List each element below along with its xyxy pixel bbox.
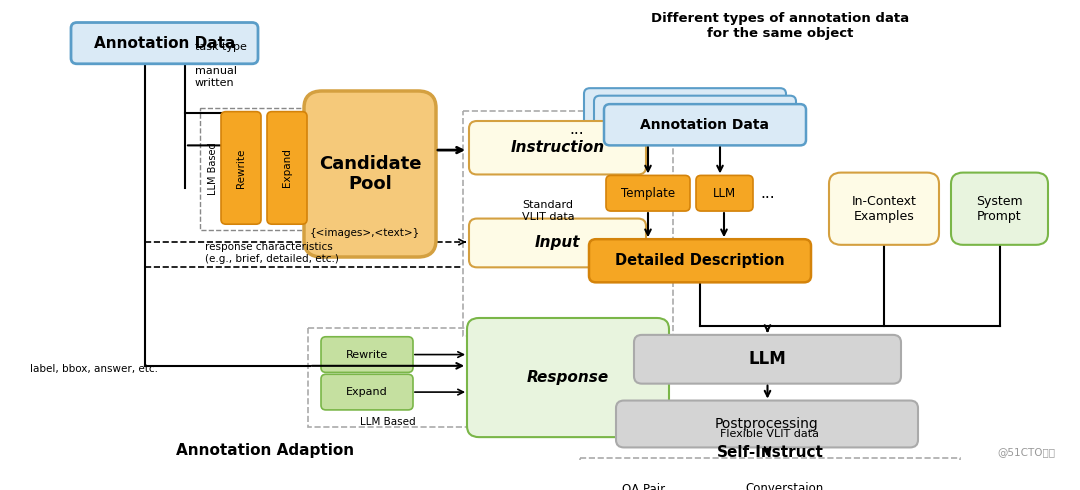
Text: Template: Template: [621, 187, 675, 200]
Text: Response: Response: [527, 370, 609, 385]
Text: Self-Instruct: Self-Instruct: [716, 444, 823, 460]
Text: LLM Based: LLM Based: [361, 417, 416, 427]
Text: Expand: Expand: [282, 148, 292, 187]
Text: In-Context
Examples: In-Context Examples: [851, 195, 917, 223]
Text: {<images>,<text>}: {<images>,<text>}: [310, 228, 420, 238]
Text: Annotation Data: Annotation Data: [634, 110, 756, 123]
FancyBboxPatch shape: [589, 239, 811, 282]
Bar: [463, 111, 673, 336]
Text: Detailed Description: Detailed Description: [616, 253, 785, 268]
FancyBboxPatch shape: [303, 91, 436, 257]
Text: Candidate
Pool: Candidate Pool: [319, 155, 421, 194]
FancyBboxPatch shape: [604, 104, 806, 146]
Text: Annotation Data: Annotation Data: [94, 36, 235, 50]
Text: System
Prompt: System Prompt: [976, 195, 1023, 223]
Text: Standard
VLIT data: Standard VLIT data: [522, 200, 575, 222]
Text: Annotation Data: Annotation Data: [627, 102, 743, 115]
Text: response characteristics
(e.g., brief, detailed, etc.): response characteristics (e.g., brief, d…: [205, 243, 339, 264]
Text: LLM: LLM: [713, 187, 737, 200]
Bar: [200, 108, 315, 230]
Text: Expand: Expand: [346, 387, 388, 397]
FancyBboxPatch shape: [594, 96, 796, 137]
Text: ...: ...: [760, 186, 775, 201]
FancyBboxPatch shape: [267, 112, 307, 224]
FancyBboxPatch shape: [696, 175, 753, 211]
FancyBboxPatch shape: [951, 172, 1048, 245]
FancyBboxPatch shape: [321, 374, 413, 410]
Text: ...: ...: [569, 122, 584, 137]
FancyBboxPatch shape: [634, 335, 901, 384]
Text: Annotation Data: Annotation Data: [640, 118, 769, 132]
Text: LLM: LLM: [748, 350, 786, 368]
FancyBboxPatch shape: [221, 112, 261, 224]
FancyBboxPatch shape: [467, 318, 669, 437]
Text: manual
written: manual written: [195, 66, 237, 88]
FancyBboxPatch shape: [713, 468, 855, 490]
Bar: [580, 458, 960, 490]
FancyBboxPatch shape: [71, 23, 258, 64]
Text: label, bbox, answer, etc.: label, bbox, answer, etc.: [30, 364, 158, 374]
Text: Flexible VLIT data: Flexible VLIT data: [720, 429, 820, 440]
Text: Different types of annotation data
for the same object: Different types of annotation data for t…: [651, 12, 909, 40]
Text: Postprocessing: Postprocessing: [715, 417, 819, 431]
Text: Converstaion: Converstaion: [745, 482, 823, 490]
Text: QA Pair: QA Pair: [622, 482, 665, 490]
Text: Input: Input: [535, 236, 580, 250]
FancyBboxPatch shape: [616, 400, 918, 447]
FancyBboxPatch shape: [321, 337, 413, 372]
Text: task type: task type: [195, 42, 247, 52]
Text: Annotation Adaption: Annotation Adaption: [176, 443, 354, 458]
FancyBboxPatch shape: [606, 175, 690, 211]
FancyBboxPatch shape: [593, 468, 696, 490]
Text: Instruction: Instruction: [511, 140, 605, 155]
Bar: [308, 328, 468, 427]
FancyBboxPatch shape: [469, 121, 646, 174]
Text: @51CTO博客: @51CTO博客: [997, 447, 1055, 457]
Text: LLM Based: LLM Based: [208, 143, 218, 195]
FancyBboxPatch shape: [469, 219, 646, 268]
Text: Rewrite: Rewrite: [237, 148, 246, 188]
Text: Rewrite: Rewrite: [346, 349, 388, 360]
FancyBboxPatch shape: [829, 172, 939, 245]
FancyBboxPatch shape: [584, 88, 786, 129]
